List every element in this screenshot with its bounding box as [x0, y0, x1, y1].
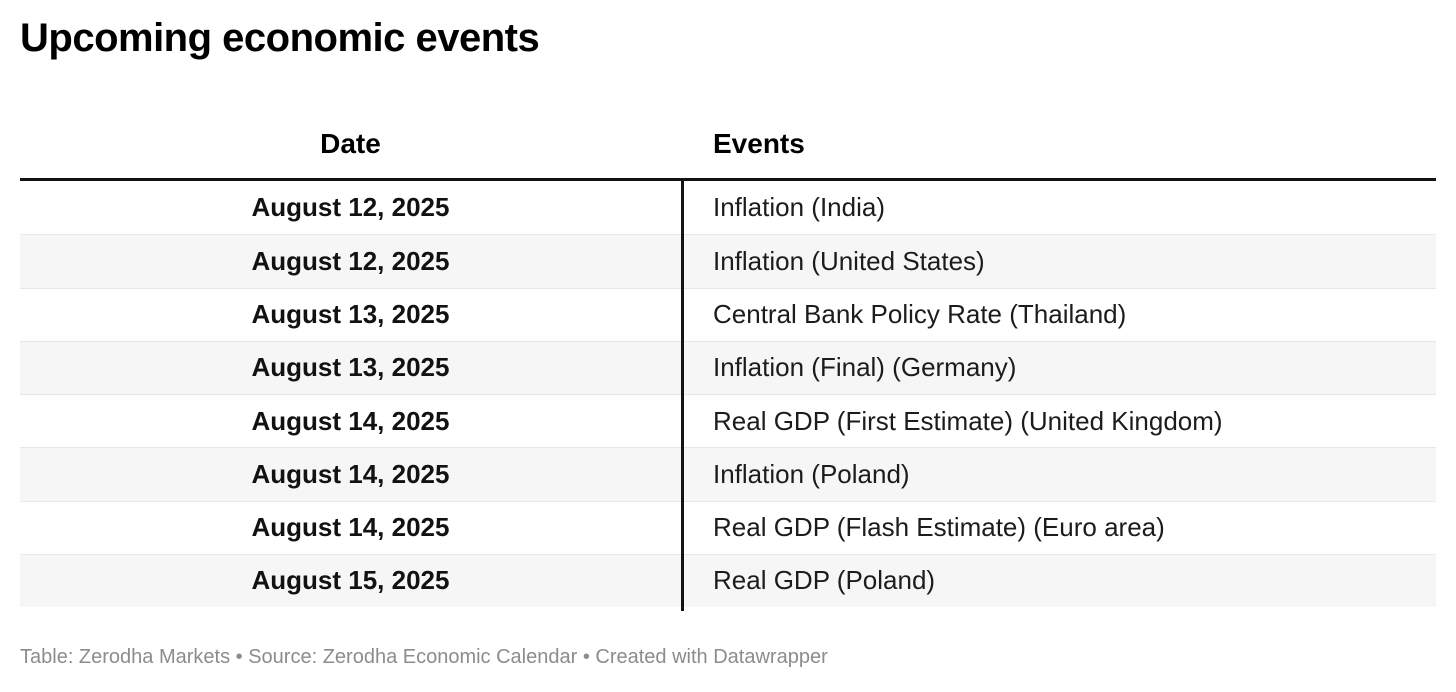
column-divider — [681, 181, 684, 611]
column-header-date: Date — [320, 128, 381, 160]
table-row: August 14, 2025 Real GDP (First Estimate… — [20, 394, 1436, 447]
table-row: August 12, 2025 Inflation (India) — [20, 181, 1436, 234]
table-row: August 14, 2025 Inflation (Poland) — [20, 447, 1436, 501]
date-cell: August 13, 2025 — [251, 299, 450, 330]
table-row: August 15, 2025 Real GDP (Poland) — [20, 553, 1436, 607]
date-cell: August 12, 2025 — [251, 192, 450, 223]
event-cell: Inflation (Poland) — [713, 458, 910, 489]
event-cell: Real GDP (First Estimate) (United Kingdo… — [713, 405, 1223, 436]
table-row: August 12, 2025 Inflation (United States… — [20, 234, 1436, 288]
table-row: August 13, 2025 Inflation (Final) (Germa… — [20, 340, 1436, 394]
date-cell: August 12, 2025 — [251, 245, 450, 276]
date-cell: August 14, 2025 — [251, 512, 450, 543]
table-row: August 13, 2025 Central Bank Policy Rate… — [20, 287, 1436, 341]
event-cell: Inflation (United States) — [713, 245, 985, 276]
date-cell: August 14, 2025 — [251, 458, 450, 489]
event-cell: Central Bank Policy Rate (Thailand) — [713, 299, 1127, 330]
event-cell: Inflation (India) — [713, 192, 885, 223]
date-cell: August 13, 2025 — [251, 352, 450, 383]
date-cell: August 14, 2025 — [251, 405, 450, 436]
event-cell: Real GDP (Poland) — [713, 565, 936, 596]
table-footnote: Table: Zerodha Markets • Source: Zerodha… — [20, 646, 828, 668]
header-rule — [20, 178, 1436, 181]
chart-title: Upcoming economic events — [20, 16, 540, 60]
event-cell: Real GDP (Flash Estimate) (Euro area) — [713, 512, 1165, 543]
table-header-row: Date Events — [20, 62, 1436, 178]
table-row: August 14, 2025 Real GDP (Flash Estimate… — [20, 500, 1436, 554]
table-body: August 12, 2025 Inflation (India) August… — [20, 181, 1436, 611]
date-cell: August 15, 2025 — [251, 565, 450, 596]
event-cell: Inflation (Final) (Germany) — [713, 352, 1017, 383]
column-header-events: Events — [713, 128, 805, 160]
